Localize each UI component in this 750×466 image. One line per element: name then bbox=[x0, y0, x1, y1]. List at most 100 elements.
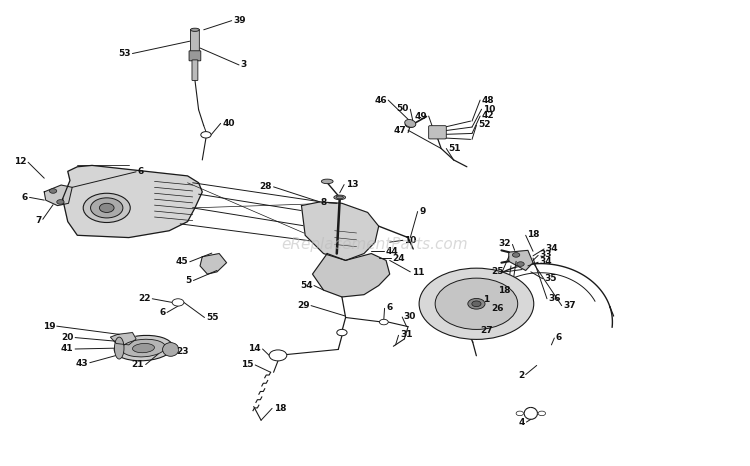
Text: 34: 34 bbox=[540, 257, 552, 266]
Text: 35: 35 bbox=[544, 274, 556, 283]
Circle shape bbox=[472, 301, 481, 307]
Text: 26: 26 bbox=[491, 304, 504, 313]
Text: eReplacementParts.com: eReplacementParts.com bbox=[282, 237, 468, 252]
Circle shape bbox=[538, 411, 545, 416]
Text: 37: 37 bbox=[563, 301, 576, 310]
Circle shape bbox=[337, 329, 347, 336]
Text: 21: 21 bbox=[132, 361, 144, 370]
Ellipse shape bbox=[163, 343, 178, 356]
Text: 27: 27 bbox=[480, 326, 493, 335]
Ellipse shape bbox=[190, 28, 200, 31]
Polygon shape bbox=[44, 185, 72, 206]
Text: 2: 2 bbox=[518, 370, 524, 379]
Ellipse shape bbox=[114, 336, 172, 361]
Circle shape bbox=[380, 319, 388, 325]
Text: 6: 6 bbox=[22, 193, 28, 202]
Ellipse shape bbox=[321, 179, 333, 184]
Ellipse shape bbox=[336, 196, 344, 199]
Text: 53: 53 bbox=[118, 49, 131, 58]
Text: 45: 45 bbox=[176, 257, 188, 266]
Text: 3: 3 bbox=[241, 61, 247, 69]
Ellipse shape bbox=[405, 119, 416, 127]
Text: 49: 49 bbox=[415, 111, 428, 121]
Polygon shape bbox=[302, 202, 379, 260]
Text: 47: 47 bbox=[394, 126, 406, 135]
Text: 30: 30 bbox=[404, 312, 416, 321]
Text: 12: 12 bbox=[14, 157, 26, 166]
Text: 6: 6 bbox=[386, 303, 392, 312]
Text: 15: 15 bbox=[242, 361, 254, 370]
Text: 43: 43 bbox=[76, 359, 88, 368]
Text: 6: 6 bbox=[159, 308, 166, 317]
Text: 54: 54 bbox=[300, 281, 313, 290]
Ellipse shape bbox=[115, 337, 124, 359]
Text: 33: 33 bbox=[540, 250, 552, 260]
Text: 42: 42 bbox=[482, 111, 494, 120]
Polygon shape bbox=[509, 250, 533, 270]
Polygon shape bbox=[62, 165, 202, 238]
Circle shape bbox=[83, 193, 130, 222]
Text: 28: 28 bbox=[260, 182, 272, 192]
Text: 6: 6 bbox=[556, 333, 562, 342]
FancyBboxPatch shape bbox=[189, 51, 201, 61]
Text: 50: 50 bbox=[397, 104, 409, 113]
FancyBboxPatch shape bbox=[190, 29, 200, 52]
Text: 18: 18 bbox=[527, 230, 540, 240]
Text: 31: 31 bbox=[400, 330, 412, 339]
Text: 20: 20 bbox=[62, 333, 74, 342]
Text: 22: 22 bbox=[138, 294, 151, 303]
Circle shape bbox=[269, 350, 286, 361]
Text: 29: 29 bbox=[297, 301, 310, 310]
Text: 52: 52 bbox=[478, 120, 490, 129]
Text: 18: 18 bbox=[274, 404, 286, 413]
Circle shape bbox=[468, 298, 485, 309]
FancyBboxPatch shape bbox=[192, 60, 198, 81]
Text: 4: 4 bbox=[518, 418, 525, 427]
Text: 40: 40 bbox=[222, 119, 235, 128]
Text: 51: 51 bbox=[448, 144, 460, 153]
Text: 10: 10 bbox=[483, 105, 496, 114]
Circle shape bbox=[201, 131, 211, 138]
Text: 7: 7 bbox=[35, 216, 41, 225]
Text: 41: 41 bbox=[61, 344, 74, 354]
Text: 6: 6 bbox=[137, 167, 144, 176]
Text: 5: 5 bbox=[186, 276, 192, 285]
Text: 36: 36 bbox=[548, 294, 561, 303]
Text: 25: 25 bbox=[491, 267, 504, 276]
Circle shape bbox=[91, 198, 123, 218]
Circle shape bbox=[435, 278, 517, 329]
Text: 14: 14 bbox=[248, 344, 261, 354]
Text: 32: 32 bbox=[499, 240, 511, 248]
Text: 13: 13 bbox=[346, 179, 358, 189]
Text: 1: 1 bbox=[483, 295, 489, 304]
Circle shape bbox=[512, 253, 520, 257]
Text: 46: 46 bbox=[374, 96, 387, 104]
Circle shape bbox=[172, 299, 184, 306]
Circle shape bbox=[405, 121, 416, 128]
Text: 55: 55 bbox=[206, 313, 218, 322]
Ellipse shape bbox=[334, 195, 346, 199]
Text: 8: 8 bbox=[321, 199, 327, 207]
Polygon shape bbox=[110, 333, 136, 345]
Text: 44: 44 bbox=[386, 247, 398, 256]
Circle shape bbox=[50, 189, 57, 193]
Text: 24: 24 bbox=[393, 254, 405, 263]
Text: 19: 19 bbox=[43, 322, 56, 331]
Polygon shape bbox=[313, 254, 390, 297]
Text: 39: 39 bbox=[233, 16, 246, 25]
Circle shape bbox=[57, 199, 64, 204]
Circle shape bbox=[99, 203, 114, 212]
Text: 34: 34 bbox=[545, 244, 558, 253]
Circle shape bbox=[517, 262, 524, 267]
FancyBboxPatch shape bbox=[429, 126, 446, 139]
Text: 11: 11 bbox=[412, 268, 424, 277]
Ellipse shape bbox=[122, 339, 166, 357]
Text: 48: 48 bbox=[482, 96, 494, 104]
Circle shape bbox=[419, 268, 534, 339]
Ellipse shape bbox=[133, 343, 154, 353]
Text: 9: 9 bbox=[419, 206, 425, 216]
Polygon shape bbox=[200, 254, 226, 274]
Circle shape bbox=[516, 411, 524, 416]
Text: 18: 18 bbox=[498, 286, 510, 295]
Text: 23: 23 bbox=[176, 347, 188, 356]
